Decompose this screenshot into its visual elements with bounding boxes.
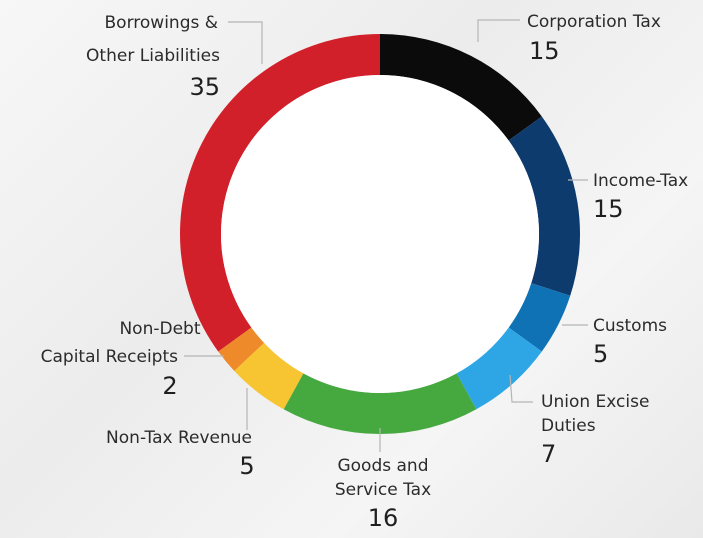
slice-borrowings-other-liabilities (179, 34, 380, 352)
leader-union-excise (509, 374, 533, 403)
value-union-excise: 7 (541, 440, 556, 468)
value-customs: 5 (593, 340, 608, 368)
slice-union-excise-duties (456, 327, 542, 410)
slice-non-tax-revenue (234, 342, 304, 410)
label-income-tax: Income-Tax (593, 171, 688, 191)
label-corporation-tax: Corporation Tax (527, 12, 661, 32)
leader-corporation-tax (477, 19, 520, 42)
label-customs: Customs (593, 316, 667, 336)
value-non-debt: 2 (162, 372, 177, 400)
value-non-tax-revenue: 5 (239, 452, 254, 480)
slice-non-debt-capital-receipts (218, 327, 265, 371)
label-union-excise-line1: Union Excise (541, 392, 649, 412)
leader-borrowings (228, 21, 263, 64)
value-gst: 16 (368, 504, 399, 532)
label-borrowings-line1: Borrowings & (105, 13, 218, 33)
label-gst-line1: Goods and (337, 456, 428, 476)
label-borrowings-line2: Other Liabilities (86, 46, 220, 66)
value-borrowings: 35 (189, 73, 220, 101)
value-income-tax: 15 (593, 195, 624, 223)
slice-income-tax (508, 116, 580, 296)
slice-goods-and-service-tax (283, 373, 477, 434)
slice-customs (508, 283, 571, 352)
label-gst-line2: Service Tax (335, 480, 431, 500)
slice-corporation-tax (380, 34, 542, 141)
label-union-excise-line2: Duties (541, 416, 596, 436)
value-corporation-tax: 15 (529, 37, 560, 65)
label-non-debt-line1: Non-Debt (119, 319, 200, 339)
label-non-tax-revenue: Non-Tax Revenue (106, 428, 252, 448)
donut-hole (221, 75, 539, 393)
label-non-debt-line2: Capital Receipts (41, 347, 179, 367)
